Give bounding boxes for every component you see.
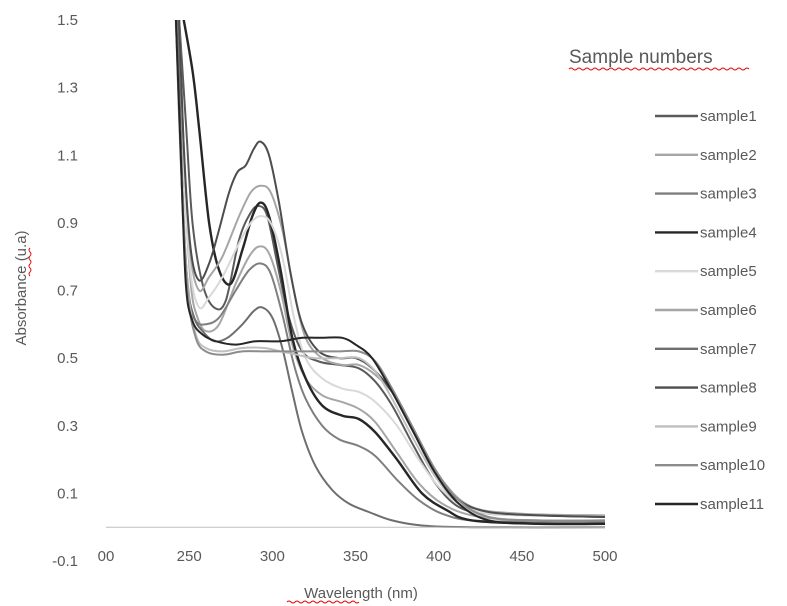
- legend-label-sample11: sample11: [700, 496, 764, 513]
- legend: sample1 sample2 sample3 sample4 sample5 sampl…: [655, 108, 765, 513]
- legend-label-sample3: sample3: [700, 186, 757, 203]
- spellcheck-underline-x: [286, 600, 360, 604]
- x-tick-label: 300: [260, 548, 285, 565]
- x-tick-labels: 00 250 300 350 400 450 500: [98, 548, 618, 565]
- y-tick-label: 0.3: [57, 418, 78, 435]
- y-tick-label: 1.1: [57, 147, 78, 164]
- legend-label-sample7: sample7: [700, 341, 757, 358]
- x-tick-label: 250: [177, 548, 202, 565]
- series-line-sample4: [182, 20, 605, 526]
- x-tick-label: 350: [343, 548, 368, 565]
- legend-label-sample1: sample1: [700, 108, 757, 125]
- legend-label-sample9: sample9: [700, 418, 757, 435]
- series-line-sample7: [176, 20, 605, 529]
- legend-label-sample8: sample8: [700, 380, 757, 397]
- legend-label-sample4: sample4: [700, 224, 757, 241]
- y-tick-label: -0.1: [52, 553, 78, 570]
- legend-title: Sample numbers: [569, 47, 713, 68]
- x-axis-title: Wavelength (nm): [304, 585, 418, 602]
- legend-label-sample6: sample6: [700, 302, 757, 319]
- y-tick-label: 0.5: [57, 350, 78, 367]
- plot-area: [174, 20, 605, 529]
- y-tick-label: 0.1: [57, 485, 78, 502]
- x-tick-label: 400: [426, 548, 451, 565]
- x-tick-label: 450: [509, 548, 534, 565]
- x-tick-label: 500: [592, 548, 617, 565]
- y-tick-label: 0.7: [57, 283, 78, 300]
- y-axis-title: Absorbance (u.a): [13, 230, 30, 345]
- y-tick-label: 0.9: [57, 215, 78, 232]
- series-line-sample11: [174, 20, 605, 526]
- legend-label-sample5: sample5: [700, 263, 757, 280]
- series-line-sample9: [174, 20, 605, 522]
- x-tick-label: 00: [98, 548, 115, 565]
- series-line-sample5: [178, 20, 605, 517]
- series-line-sample10: [174, 20, 605, 522]
- y-tick-labels: -0.1 0.1 0.3 0.5 0.7 0.9 1.1 1.3 1.5: [52, 12, 78, 570]
- spellcheck-underline-y: [28, 247, 32, 277]
- spellcheck-underline-legend: [568, 67, 750, 71]
- legend-label-sample2: sample2: [700, 147, 757, 164]
- series-line-sample2: [178, 20, 605, 522]
- y-tick-label: 1.5: [57, 12, 78, 29]
- legend-label-sample10: sample10: [700, 457, 765, 474]
- y-tick-label: 1.3: [57, 80, 78, 97]
